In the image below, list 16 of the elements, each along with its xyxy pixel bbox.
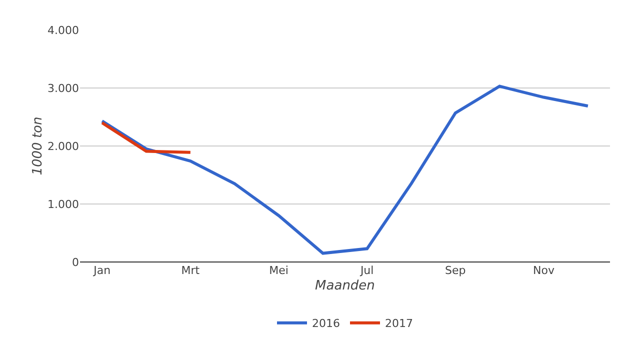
y-tick-label: 1.000 (48, 198, 79, 211)
x-tick-label: Jul (359, 264, 374, 277)
y-axis-title: 1000 ton (30, 116, 46, 176)
line-series (100, 84, 590, 255)
x-tick-label: Nov (533, 264, 555, 277)
legend-label: 2017 (385, 317, 413, 330)
x-tick-label: Mei (269, 264, 288, 277)
y-tick-label: 0 (72, 256, 79, 269)
y-tick-label: 3.000 (48, 82, 79, 95)
x-tick-label: Sep (445, 264, 466, 277)
x-tick-label: Jan (92, 264, 111, 277)
x-tick-label: Mrt (181, 264, 200, 277)
legend-label: 2016 (312, 317, 340, 330)
y-tick-label: 4.000 (48, 24, 79, 37)
y-tick-label: 2.000 (48, 140, 79, 153)
x-axis-title: Maanden (315, 278, 375, 294)
